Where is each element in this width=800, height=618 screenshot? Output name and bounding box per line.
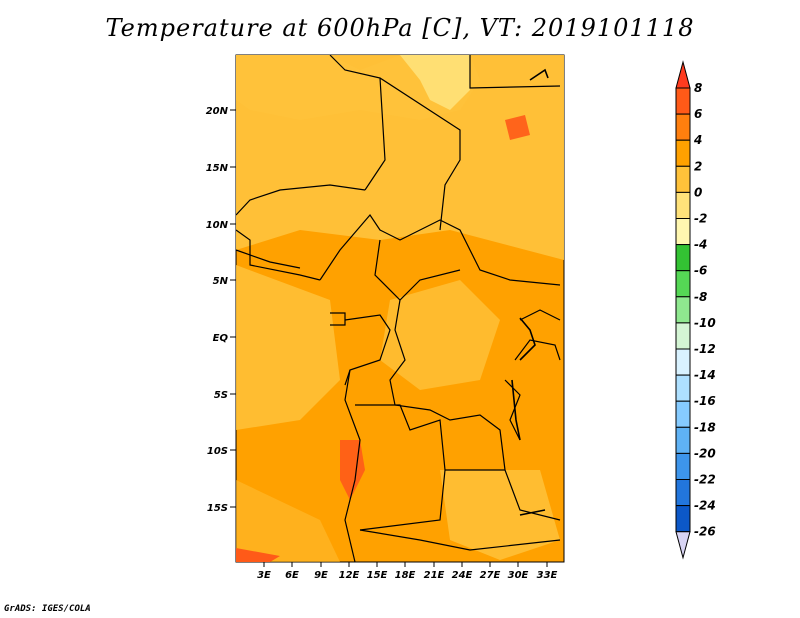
colorbar-min-arrow [675,531,691,560]
colorbar-label: -18 [694,420,716,434]
colorbar-label: -26 [694,525,716,539]
colorbar-label: 4 [693,133,702,147]
lat-label: 20N [206,106,229,117]
colorbar-segment [675,452,691,480]
lon-label: 6E [285,570,299,581]
lon-label: 33E [537,570,558,581]
colorbar-label: 6 [694,107,702,121]
colorbar-label: 8 [694,81,702,95]
lon-label: 30E [508,570,529,581]
lat-label: EQ [213,333,229,344]
colorbar-label: -10 [694,316,716,330]
lon-label: 27E [480,570,501,581]
colorbar-segment [675,113,691,141]
colorbar: 8 6 4 2 0 -2 -4 -6 -8 -10 -12 -14 -16 -18 -20 -22 -24 -26 [675,60,716,560]
lat-axis: 20N 15N 10N 5N EQ 5S 10S 15S [206,106,236,514]
colorbar-segment [675,244,691,272]
colorbar-label: -2 [694,212,707,226]
colorbar-segment [675,348,691,376]
colorbar-label: -12 [694,342,716,356]
lat-label: 5N [213,276,229,287]
colorbar-segment [675,505,691,533]
colorbar-segment [675,165,691,193]
lon-label: 15E [367,570,388,581]
colorbar-label: -4 [694,238,707,252]
lat-label: 15N [206,163,229,174]
colorbar-label: -6 [694,264,707,278]
colorbar-segment [675,270,691,298]
colorbar-max-arrow [675,60,691,89]
lat-label: 10S [207,446,228,457]
lon-label: 9E [314,570,328,581]
colorbar-label: -20 [694,446,716,460]
colorbar-label: 2 [694,159,702,173]
colorbar-label: 0 [694,185,702,199]
colorbar-segment [675,87,691,115]
lon-axis: 3E 6E 9E 12E 15E 18E 21E 24E 27E 30E 33E [257,562,558,581]
map-frame [235,54,565,563]
lon-label: 21E [424,570,445,581]
colorbar-segment [675,479,691,507]
colorbar-label: -16 [694,394,716,408]
colorbar-label: -24 [694,499,716,513]
colorbar-label: -8 [694,290,707,304]
lon-label: 12E [339,570,360,581]
lat-label: 5S [214,390,228,401]
colorbar-segment [675,218,691,246]
lon-label: 24E [452,570,473,581]
colorbar-segment [675,322,691,350]
colorbar-segment [675,426,691,454]
lon-label: 18E [395,570,416,581]
colorbar-segment [675,374,691,402]
map-title: Temperature at 600hPa [C], VT: 201910111… [105,14,695,42]
lon-label: 3E [257,570,271,581]
lat-label: 15S [207,503,228,514]
colorbar-label: -22 [694,473,716,487]
colorbar-segment [675,296,691,324]
colorbar-label: -14 [694,368,716,382]
colorbar-segment [675,191,691,219]
grads-credit: GrADS: IGES/COLA [4,604,91,614]
lat-label: 10N [206,220,229,231]
colorbar-segment [675,400,691,428]
colorbar-segment [675,139,691,167]
